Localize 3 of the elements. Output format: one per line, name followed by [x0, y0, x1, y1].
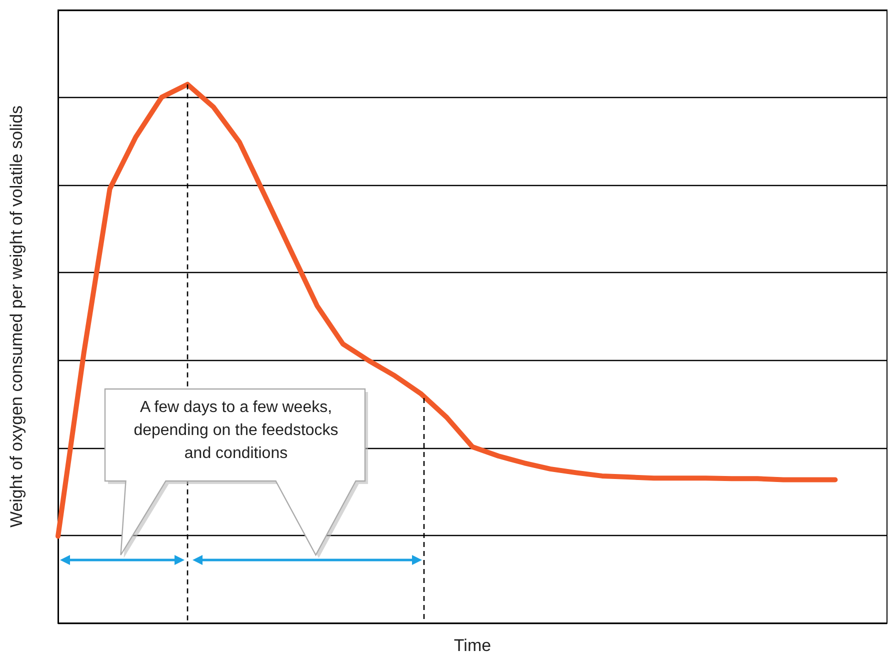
annotation: A few days to a few weeks, depending on the feedstocks and conditions: [132, 398, 340, 464]
x-axis-title: Time: [454, 636, 492, 655]
y-axis-title: Weight of oxygen consumed per weight of volatile solids: [7, 105, 26, 528]
